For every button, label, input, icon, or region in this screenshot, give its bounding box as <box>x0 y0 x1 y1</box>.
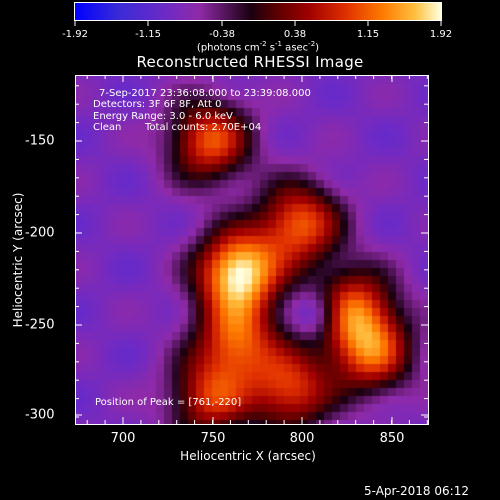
colorbar-tick: -1.15 <box>135 29 161 40</box>
info-time-range: 7-Sep-2017 23:36:08.000 to 23:39:08.000 <box>99 88 311 99</box>
colorbar-tick: 1.92 <box>429 29 453 40</box>
colorbar-unit: (photons cm-2 s-1 asec-2) <box>196 40 320 54</box>
rhessi-heatmap <box>76 76 428 424</box>
peak-position-label: Position of Peak = [761,-220] <box>95 397 242 408</box>
colorbar-tick: 1.15 <box>356 29 380 40</box>
colorbar <box>74 2 442 21</box>
x-tick-label: 700 <box>110 431 136 446</box>
x-tick-label: 800 <box>289 431 315 446</box>
x-tick-label: 850 <box>379 431 405 446</box>
x-axis-label: Heliocentric X (arcsec) <box>180 449 316 463</box>
info-method: Clean <box>93 122 122 133</box>
info-detectors: Detectors: 3F 6F 8F, Att 0 <box>93 99 222 110</box>
colorbar-tick: 0.38 <box>283 29 307 40</box>
y-tick-label: -250 <box>25 317 55 333</box>
colorbar-tick: -0.38 <box>209 29 235 40</box>
y-axis-label: Heliocentric Y (arcsec) <box>11 192 25 328</box>
info-energy-range: Energy Range: 3.0 - 6.0 keV <box>93 111 233 122</box>
y-tick-label: -200 <box>25 225 55 241</box>
x-tick-label: 750 <box>200 431 226 446</box>
colorbar-tick: -1.92 <box>62 29 88 40</box>
plot-title: Reconstructed RHESSI Image <box>136 53 364 71</box>
y-tick-label: -150 <box>25 133 55 149</box>
image-plot-area <box>75 75 429 425</box>
plot-timestamp: 5-Apr-2018 06:12 <box>364 484 469 498</box>
info-total-counts: Total counts: 2.70E+04 <box>145 122 262 133</box>
y-tick-label: -300 <box>25 407 55 423</box>
